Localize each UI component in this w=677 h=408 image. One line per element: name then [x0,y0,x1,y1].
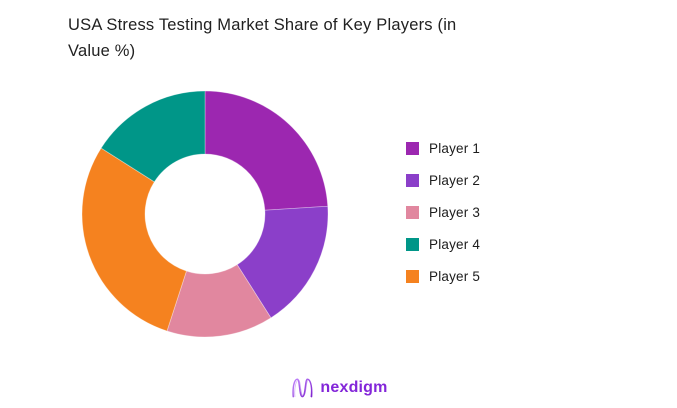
nexdigm-wave-n-icon [291,378,312,398]
legend-item-player-3: Player 3 [406,204,480,221]
legend-item-player-2: Player 2 [406,172,480,189]
chart-title-line-2: Value %) [68,42,136,60]
legend-swatch-player-3 [406,206,419,219]
legend-swatch-player-5 [406,270,419,283]
donut-slice-player-1 [204,90,329,211]
donut-slice-player-3 [166,264,272,338]
legend-item-player-4: Player 4 [406,236,480,253]
legend-label-player-4: Player 4 [429,237,481,252]
legend-swatch-player-4 [406,238,419,251]
legend-swatch-player-1 [406,142,419,155]
donut-chart [81,90,329,338]
donut-slice-player-5 [81,147,187,332]
chart-legend: Player 1 Player 2 Player 3 Player 4 Player 5 [406,140,480,285]
legend-item-player-5: Player 5 [406,268,480,285]
legend-label-player-1: Player 1 [429,141,481,156]
chart-title: USA Stress Testing Market Share of Key P… [68,12,583,64]
legend-label-player-2: Player 2 [429,173,481,188]
donut-slice-player-2 [236,205,329,319]
legend-label-player-5: Player 5 [429,269,481,284]
legend-swatch-player-2 [406,174,419,187]
chart-title-line-1: USA Stress Testing Market Share of Key P… [68,16,457,34]
legend-item-player-1: Player 1 [406,140,480,157]
donut-slice-player-4 [100,90,206,183]
brand-logo-text: nexdigm [320,378,388,396]
legend-label-player-3: Player 3 [429,205,481,220]
brand-logo: nexdigm [289,375,387,400]
